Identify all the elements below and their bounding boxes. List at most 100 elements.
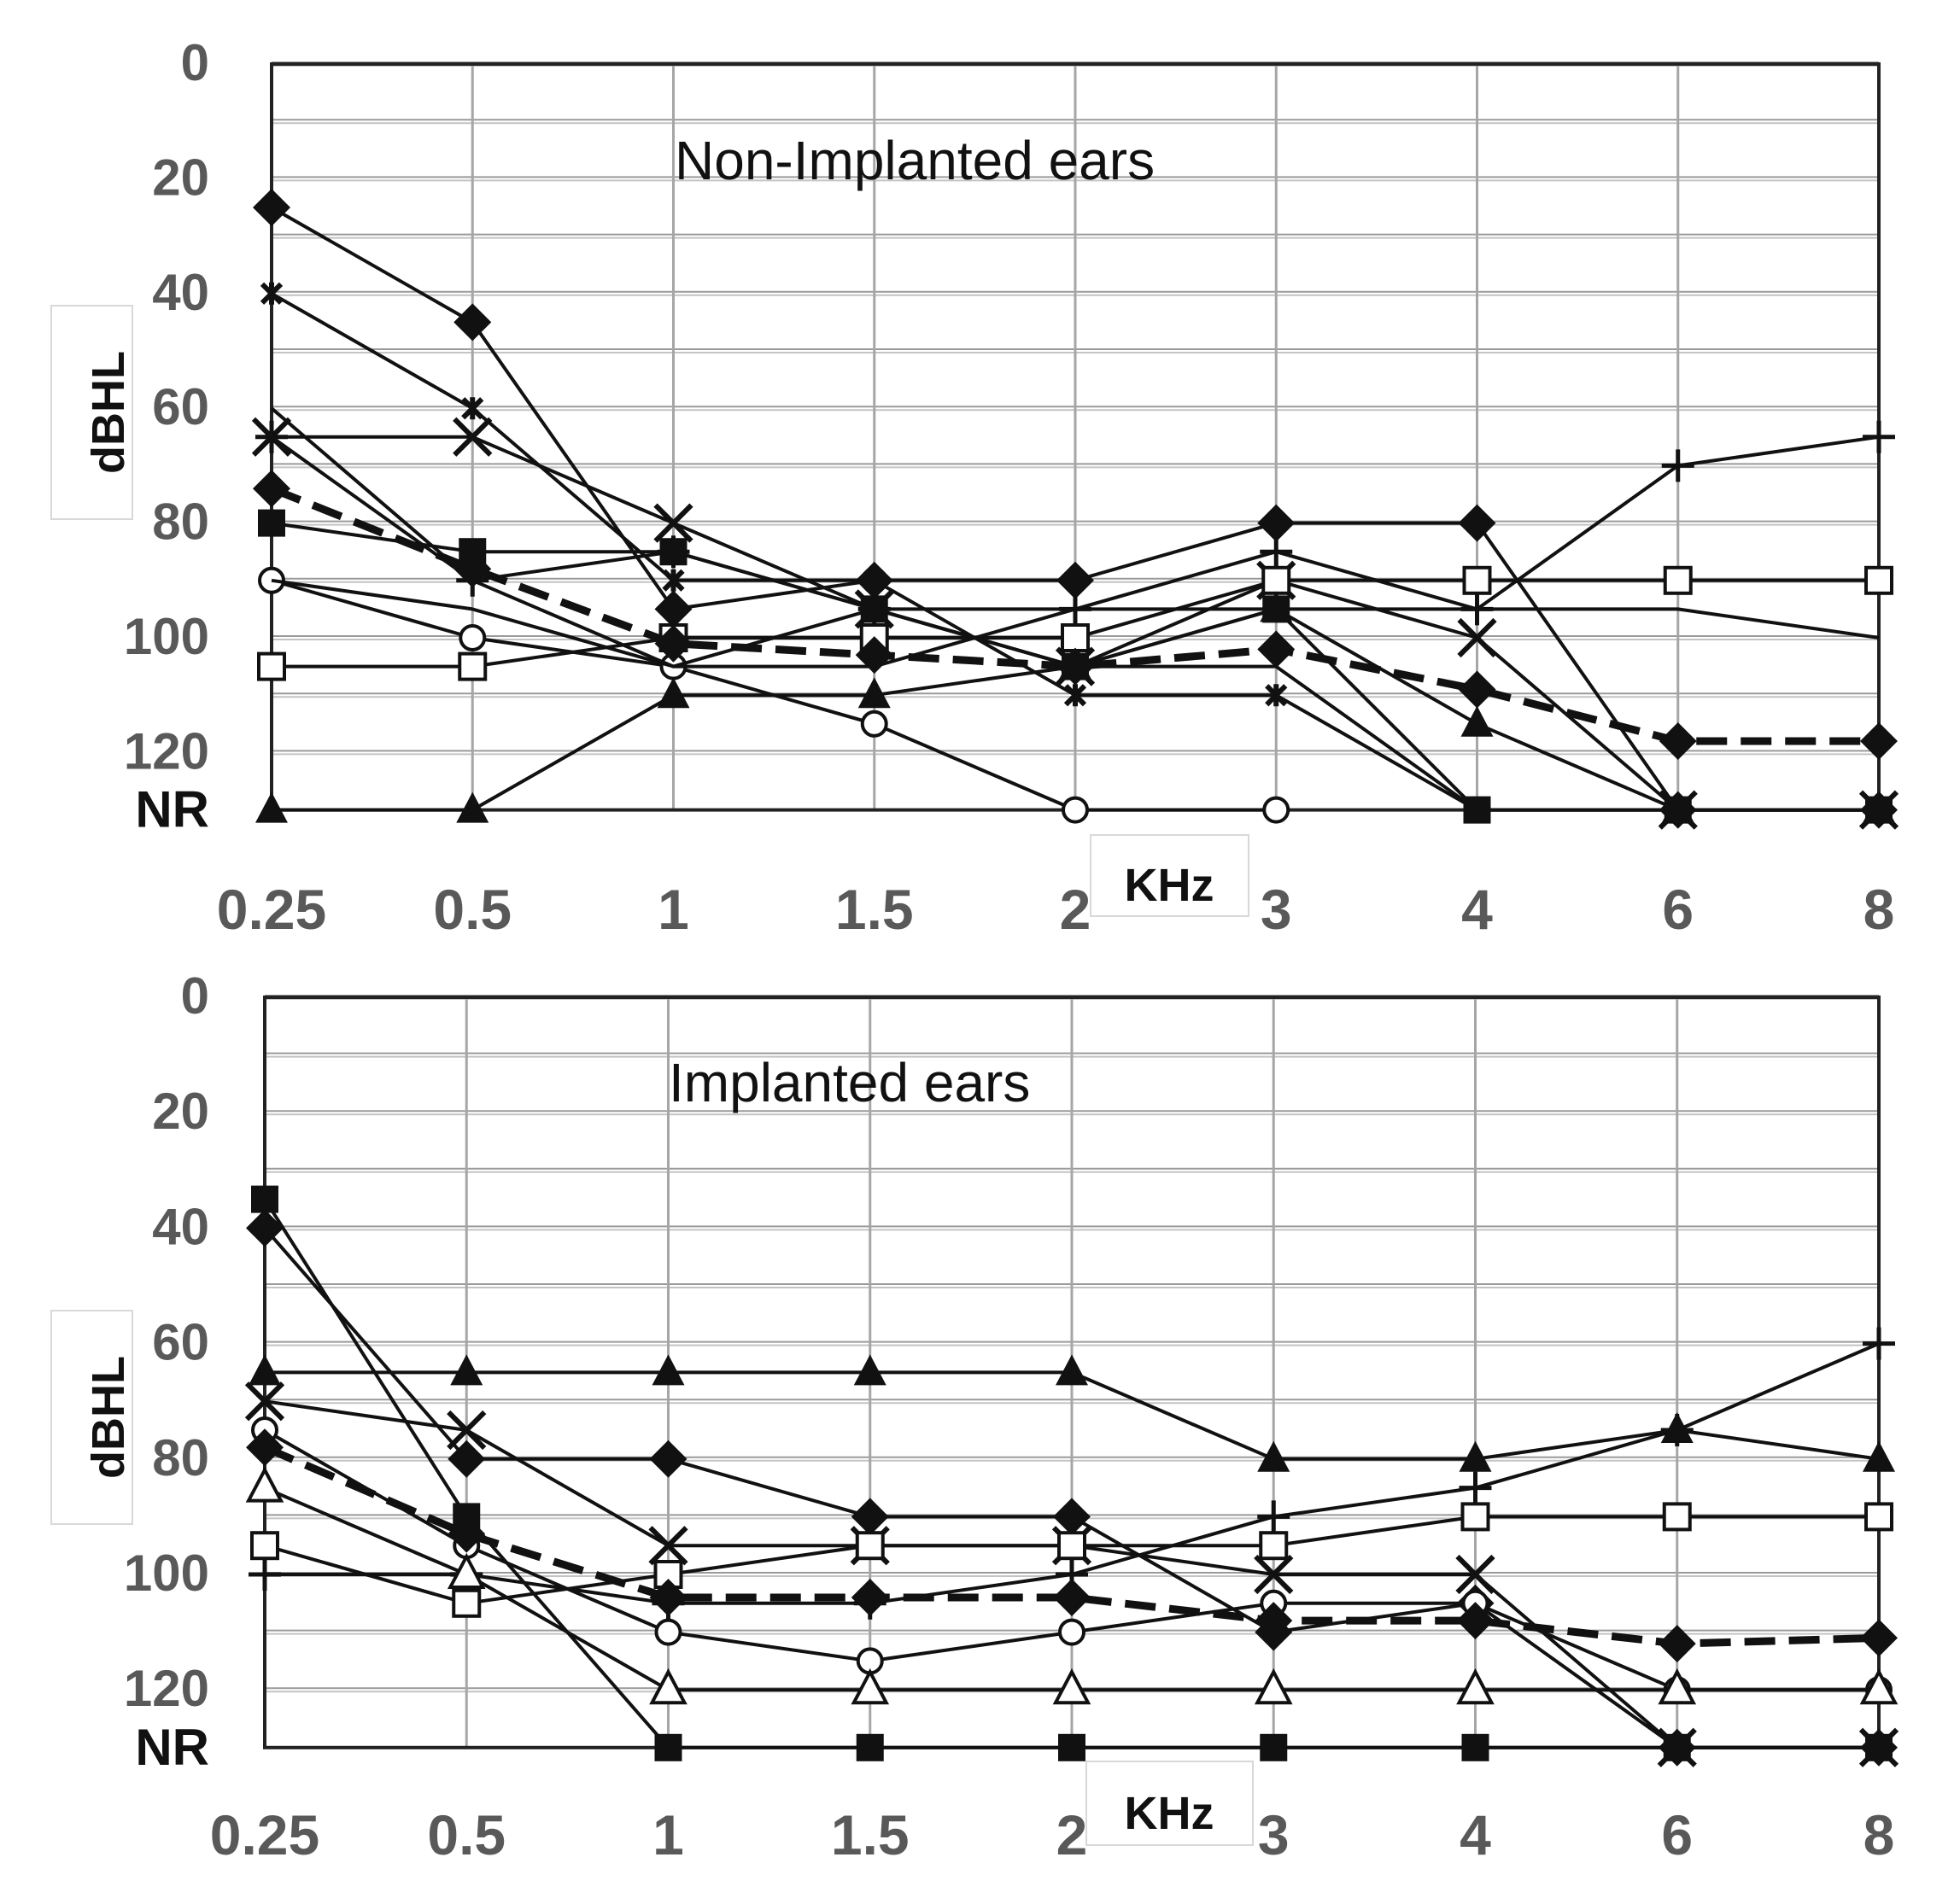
circle-open-point (654, 1618, 682, 1646)
x-tick-label: 0.5 (427, 1803, 506, 1866)
square-open-point (1864, 565, 1893, 595)
x-tick-label: 4 (1461, 878, 1493, 941)
x-tick-label: 8 (1863, 1803, 1895, 1866)
square-open-point (250, 1531, 279, 1561)
diamond-point (1053, 1579, 1091, 1617)
diamond-point (1056, 647, 1094, 686)
y-tick-label: 20 (152, 149, 209, 206)
star-point (662, 569, 685, 592)
diamond-point (1257, 504, 1296, 542)
y-tick-label: 80 (152, 1429, 209, 1486)
square-open-point (452, 1588, 482, 1618)
y-tick-label: 80 (152, 494, 209, 551)
x-tick-label: 1.5 (831, 1803, 910, 1866)
diamond-point (453, 550, 492, 588)
y-tick-label: NR (135, 1719, 209, 1776)
x-tick-label: 0.5 (433, 878, 512, 941)
x-tick-label: 1 (658, 878, 689, 941)
x-tick-label: 0.25 (217, 878, 326, 941)
square-point (856, 1733, 884, 1761)
diamond-point (851, 1579, 889, 1617)
y-axis-label: dBHL (83, 351, 134, 474)
triangle-open-point (1456, 1667, 1495, 1705)
circle-open-point (1262, 796, 1290, 824)
triangle-point (1056, 1354, 1088, 1386)
x-point (1858, 1727, 1899, 1767)
x-tick-label: 6 (1661, 1803, 1693, 1866)
panel-title: Implanted ears (669, 1052, 1030, 1113)
circle-open-point (860, 710, 888, 738)
x-point (447, 1410, 487, 1451)
x-point (244, 1381, 285, 1422)
square-open-point (1663, 565, 1693, 595)
triangle-point (249, 1354, 281, 1386)
square-open-point (1061, 623, 1090, 652)
diamond-point (453, 303, 492, 342)
diamond-point (1255, 1602, 1293, 1640)
x-tick-labels: 0.25 0.5 1 1.5 2 3 4 6 8 (217, 878, 1895, 941)
circle-open-point (1062, 796, 1089, 824)
diamond-point (654, 590, 693, 628)
x-tick-labels: 0.25 0.5 1 1.5 2 3 4 6 8 (210, 1803, 1895, 1866)
y-tick-label: 40 (152, 1198, 209, 1255)
x-axis-unit-box: KHz (1090, 834, 1249, 917)
triangle-open-point (1254, 1667, 1293, 1705)
diamond-point (253, 189, 290, 226)
x-tick-label: 2 (1056, 1803, 1088, 1866)
panel-title: Non-Implanted ears (675, 130, 1155, 191)
square-open-point (1662, 1502, 1692, 1532)
x-tick-label: 8 (1863, 878, 1895, 941)
y-tick-label: 0 (181, 967, 209, 1025)
x-axis-unit-label: KHz (1125, 1788, 1214, 1839)
triangle-open-point (1859, 1667, 1899, 1705)
diamond-point (649, 1440, 687, 1478)
mean-series-line (263, 1444, 1880, 1648)
star-point (461, 397, 484, 420)
diamond-point (1658, 1625, 1696, 1663)
star-point (1063, 684, 1087, 707)
triangle-point (652, 1354, 685, 1386)
triangle-open-point (1052, 1667, 1091, 1705)
x-point (648, 1526, 688, 1566)
diamond-point (448, 1440, 486, 1478)
x-tick-label: 3 (1261, 878, 1292, 941)
square-open-point (458, 651, 488, 681)
x-tick-label: 0.25 (210, 1803, 319, 1866)
y-axis-label: dBHL (83, 1356, 134, 1479)
series-9 (246, 1428, 1898, 1663)
plus-point (1260, 535, 1293, 569)
x-point (1455, 1554, 1495, 1595)
plus-point (1863, 1327, 1895, 1360)
square-open-point (1259, 1531, 1289, 1561)
square-open-point (1864, 1502, 1893, 1532)
diamond-point (1458, 504, 1496, 542)
square-point (251, 1185, 278, 1213)
x-point (1457, 617, 1497, 658)
y-tick-label: 20 (152, 1083, 209, 1140)
diamond-point (1456, 1602, 1495, 1640)
star-point (863, 569, 886, 592)
series-8 (245, 1466, 1899, 1705)
triangle-point (1863, 1440, 1895, 1472)
triangle-point (456, 791, 489, 823)
series-line (271, 578, 1880, 669)
x-tick-label: 3 (1258, 1803, 1290, 1866)
y-tick-label: 100 (124, 608, 209, 665)
plus-point (1257, 1500, 1290, 1533)
series-6 (250, 1502, 1893, 1618)
y-tick-label: NR (135, 781, 209, 838)
triangle-point (255, 791, 288, 823)
y-tick-label: 100 (124, 1545, 209, 1602)
diamond-point (1458, 670, 1496, 709)
star-point (1265, 684, 1288, 707)
diamond-point (246, 1209, 284, 1247)
x-point (251, 417, 292, 457)
triangle-point (1459, 1440, 1492, 1472)
series-11 (253, 470, 1898, 760)
plus-point (249, 1558, 281, 1591)
square-point (654, 1733, 682, 1761)
